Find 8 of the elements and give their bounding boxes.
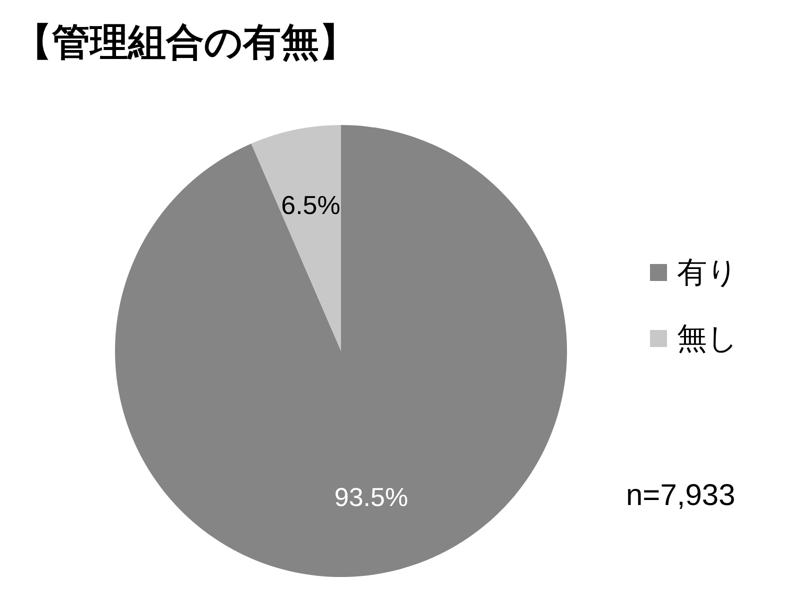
legend-label: 有り: [677, 256, 738, 290]
data-label: 6.5%: [281, 190, 340, 220]
text: n=7,933: [626, 479, 736, 512]
chart-title: 【管理組合の有無】: [14, 22, 357, 64]
data-label: 93.5%: [334, 482, 408, 512]
legend-label: 無し: [677, 322, 738, 356]
pie-slice: [115, 125, 567, 577]
pie-slice: [251, 125, 341, 351]
